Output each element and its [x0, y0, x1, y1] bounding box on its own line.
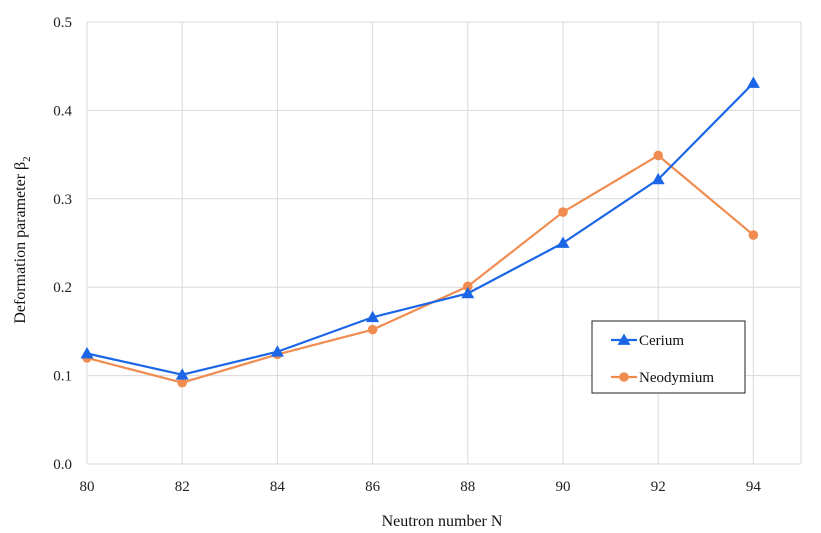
legend-marker: [617, 333, 631, 345]
legend-marker: [619, 372, 629, 382]
x-tick-label: 92: [651, 479, 666, 495]
data-point: [556, 236, 570, 248]
y-tick-label: 0.4: [53, 103, 72, 119]
y-tick-label: 0.2: [53, 280, 72, 296]
x-tick-label: 88: [460, 479, 475, 495]
legend: Cerium Neodymium: [591, 320, 746, 394]
series-neodymium: [82, 150, 759, 388]
data-point: [746, 76, 760, 88]
data-point: [367, 324, 378, 335]
legend-box: [591, 320, 746, 394]
x-axis-title: Neutron number N: [382, 513, 503, 530]
legend-item-cerium: Cerium: [611, 333, 684, 349]
legend-label: Cerium: [639, 333, 684, 349]
x-tick-label: 80: [80, 479, 95, 495]
data-point: [558, 207, 568, 217]
data-point: [651, 172, 665, 185]
y-tick-label: 0.0: [53, 457, 72, 473]
x-tick-label: 82: [175, 479, 190, 495]
x-tick-label: 94: [746, 479, 762, 495]
tick-labels: 0.0 0.1 0.2 0.3 0.4 0.5 80 82 84 86 88 90 92 94: [53, 15, 761, 495]
data-point: [366, 310, 380, 323]
data-point: [270, 345, 284, 357]
series-line: [86, 154, 755, 384]
data-point: [748, 230, 759, 240]
grid-lines: [86, 21, 802, 465]
series-layer: [80, 76, 760, 388]
y-axis-title-main: Deformation parameter β: [12, 162, 29, 324]
series-cerium: [80, 76, 760, 380]
data-point: [461, 286, 475, 299]
legend-item-neodymium: Neodymium: [611, 370, 714, 386]
data-point: [463, 281, 473, 292]
x-tick-label: 90: [556, 479, 571, 495]
series-line: [86, 82, 755, 376]
y-tick-label: 0.3: [53, 192, 72, 208]
data-point: [175, 368, 189, 380]
data-point: [177, 377, 187, 388]
y-tick-label: 0.5: [53, 15, 72, 31]
legend-label: Neodymium: [639, 370, 714, 386]
y-tick-label: 0.1: [53, 369, 72, 385]
data-point: [80, 347, 94, 359]
y-axis-title-subscript: 2: [21, 156, 33, 162]
x-tick-label: 84: [270, 479, 286, 495]
y-axis-title: Deformation parameter β2: [12, 156, 33, 323]
data-point: [653, 150, 663, 161]
x-tick-label: 86: [365, 479, 381, 495]
